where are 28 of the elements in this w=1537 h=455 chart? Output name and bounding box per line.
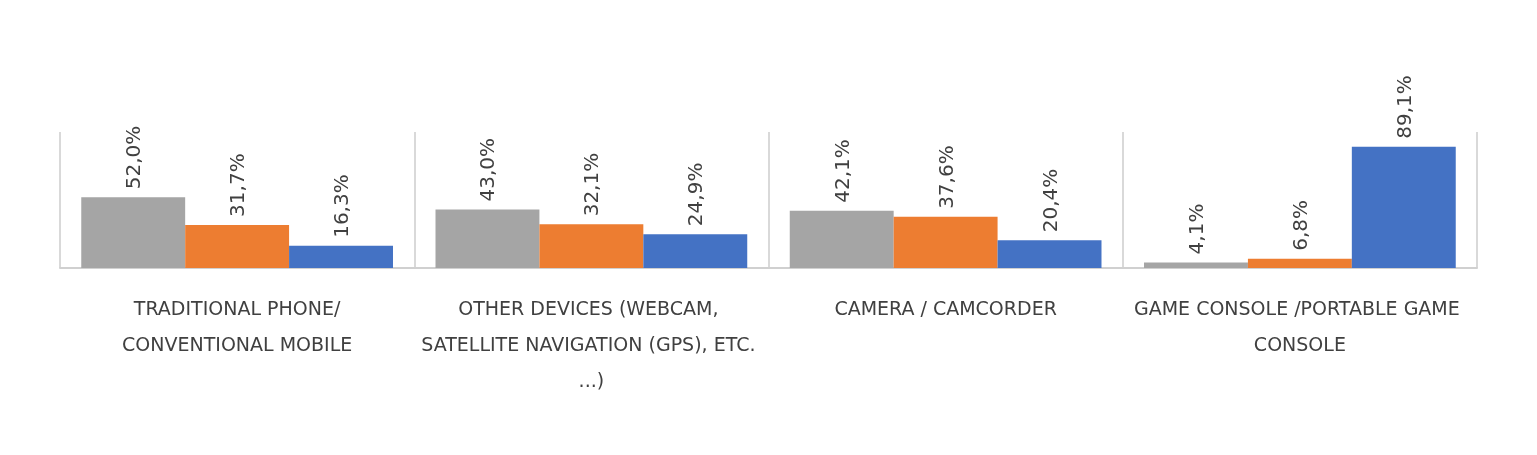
- x-tick-label: GAME CONSOLE /PORTABLE GAME CONSOLE: [1133, 297, 1466, 355]
- data-label: 42,1%: [829, 139, 854, 203]
- data-label: 4,1%: [1183, 203, 1208, 255]
- data-label: 52,0%: [121, 125, 146, 190]
- data-label: 89,1%: [1391, 75, 1416, 139]
- data-label: 37,6%: [933, 145, 958, 209]
- bar: [435, 209, 540, 268]
- data-label: 24,9%: [683, 162, 708, 227]
- bar: [997, 240, 1102, 268]
- bar: [1351, 146, 1456, 268]
- bar: [643, 234, 748, 268]
- x-tick-label: OTHER DEVICES (WEBCAM, SATELLITE NAVIGATION (GPS), ETC. ...): [421, 297, 762, 391]
- x-tick-label: TRADITIONAL PHONE/CONVENTIONAL MOBILE: [122, 297, 353, 355]
- bar: [893, 216, 998, 268]
- data-label: 43,0%: [475, 137, 500, 202]
- data-label: 6,8%: [1287, 199, 1312, 251]
- data-label: 20,4%: [1037, 168, 1062, 233]
- bar: [185, 224, 290, 268]
- x-tick-label: CAMERA / CAMCORDER: [834, 297, 1057, 319]
- data-label: 16,3%: [329, 174, 354, 238]
- data-label: 31,7%: [225, 153, 250, 217]
- bar: [289, 245, 393, 268]
- bar: [81, 197, 186, 268]
- bar: [1247, 258, 1352, 268]
- data-label: 32,1%: [579, 152, 604, 217]
- bar: [1144, 262, 1248, 268]
- bar: [789, 210, 894, 268]
- bar: [539, 224, 644, 268]
